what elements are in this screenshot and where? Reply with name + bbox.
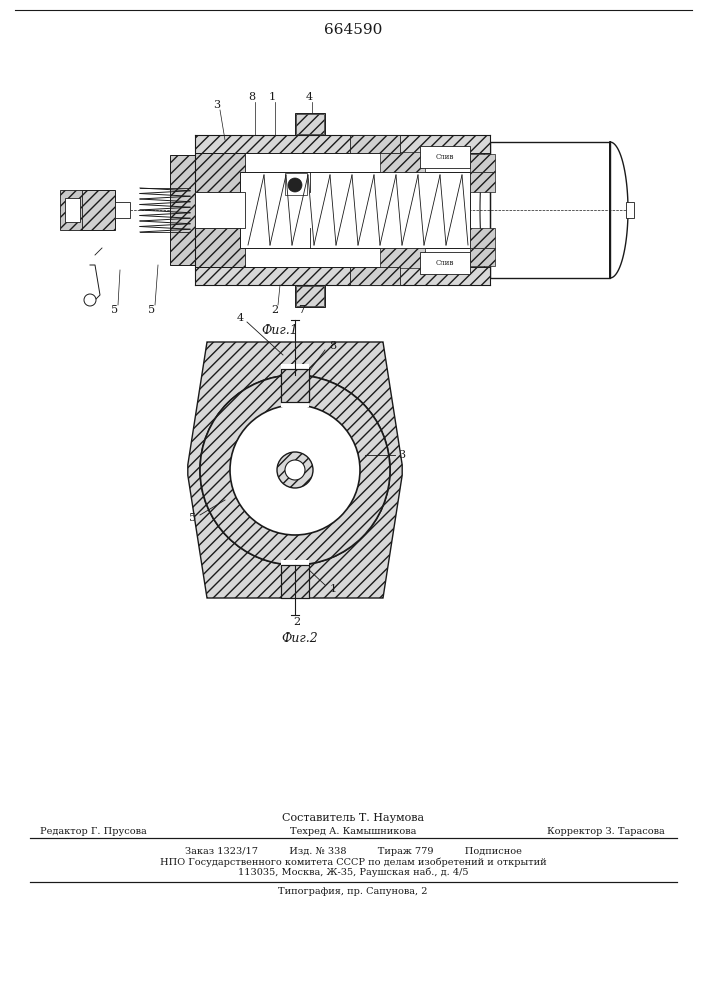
Bar bbox=[195, 135, 490, 153]
Circle shape bbox=[84, 294, 96, 306]
Circle shape bbox=[277, 452, 313, 488]
Bar bbox=[470, 154, 495, 172]
Text: Фиг.2: Фиг.2 bbox=[281, 632, 318, 645]
Bar bbox=[380, 152, 425, 172]
Bar bbox=[295, 285, 325, 307]
Text: НПО Государственного комитета СССР по делам изобретений и открытий: НПО Государственного комитета СССР по де… bbox=[160, 857, 547, 867]
Bar bbox=[281, 364, 309, 407]
Bar bbox=[195, 153, 245, 192]
Text: Типография, пр. Сапунова, 2: Типография, пр. Сапунова, 2 bbox=[279, 888, 428, 896]
Bar bbox=[470, 228, 495, 248]
Text: 5: 5 bbox=[112, 305, 119, 315]
Bar bbox=[285, 173, 307, 195]
Bar bbox=[80, 190, 115, 230]
Text: 1: 1 bbox=[269, 92, 276, 102]
Bar bbox=[170, 155, 195, 265]
Text: 8: 8 bbox=[248, 92, 255, 102]
Text: 113035, Москва, Ж-35, Раушская наб., д. 4/5: 113035, Москва, Ж-35, Раушская наб., д. … bbox=[238, 867, 468, 877]
Bar bbox=[281, 560, 309, 598]
Bar bbox=[350, 267, 400, 285]
Circle shape bbox=[230, 405, 360, 535]
Bar bbox=[420, 252, 470, 274]
Bar bbox=[60, 190, 82, 230]
Bar bbox=[490, 142, 610, 278]
Bar bbox=[65, 198, 80, 222]
Text: 8: 8 bbox=[329, 341, 337, 351]
Polygon shape bbox=[188, 342, 402, 598]
Bar bbox=[296, 114, 324, 134]
Text: Составитель Т. Наумова: Составитель Т. Наумова bbox=[282, 813, 424, 823]
Bar bbox=[195, 228, 245, 267]
Text: 4: 4 bbox=[236, 313, 244, 323]
Text: 5: 5 bbox=[148, 305, 156, 315]
Bar bbox=[281, 565, 309, 598]
Text: Корректор З. Тарасова: Корректор З. Тарасова bbox=[547, 828, 665, 836]
Text: Техред А. Камышникова: Техред А. Камышникова bbox=[290, 828, 416, 836]
Text: 3: 3 bbox=[399, 450, 406, 460]
Text: Слив: Слив bbox=[436, 259, 454, 267]
Bar bbox=[350, 135, 400, 153]
Text: 7: 7 bbox=[298, 305, 305, 315]
Text: Редактор Г. Прусова: Редактор Г. Прусова bbox=[40, 828, 147, 836]
Text: 1: 1 bbox=[329, 584, 337, 594]
Bar bbox=[115, 202, 130, 218]
Text: Слив: Слив bbox=[436, 153, 454, 161]
Bar bbox=[295, 113, 325, 135]
Circle shape bbox=[200, 375, 390, 565]
Bar bbox=[296, 286, 324, 306]
Circle shape bbox=[288, 178, 302, 192]
Circle shape bbox=[200, 375, 390, 565]
Bar bbox=[195, 192, 245, 228]
Bar bbox=[470, 248, 495, 266]
Bar bbox=[626, 202, 634, 218]
Bar bbox=[380, 248, 425, 268]
Text: Фиг.1: Фиг.1 bbox=[262, 324, 298, 336]
Text: 2: 2 bbox=[293, 617, 300, 627]
Bar bbox=[195, 267, 490, 285]
Bar bbox=[281, 565, 309, 598]
Bar bbox=[470, 172, 495, 192]
Text: 2: 2 bbox=[271, 305, 279, 315]
Circle shape bbox=[285, 460, 305, 480]
Bar bbox=[281, 369, 309, 402]
Text: 5: 5 bbox=[189, 513, 197, 523]
Text: 3: 3 bbox=[214, 100, 221, 110]
Bar bbox=[420, 146, 470, 168]
Text: 4: 4 bbox=[305, 92, 312, 102]
Text: Заказ 1323/17          Изд. № 338          Тираж 779          Подписное: Заказ 1323/17 Изд. № 338 Тираж 779 Подпи… bbox=[185, 848, 522, 856]
Bar bbox=[240, 172, 470, 248]
Bar bbox=[281, 369, 309, 402]
Text: 664590: 664590 bbox=[324, 23, 382, 37]
